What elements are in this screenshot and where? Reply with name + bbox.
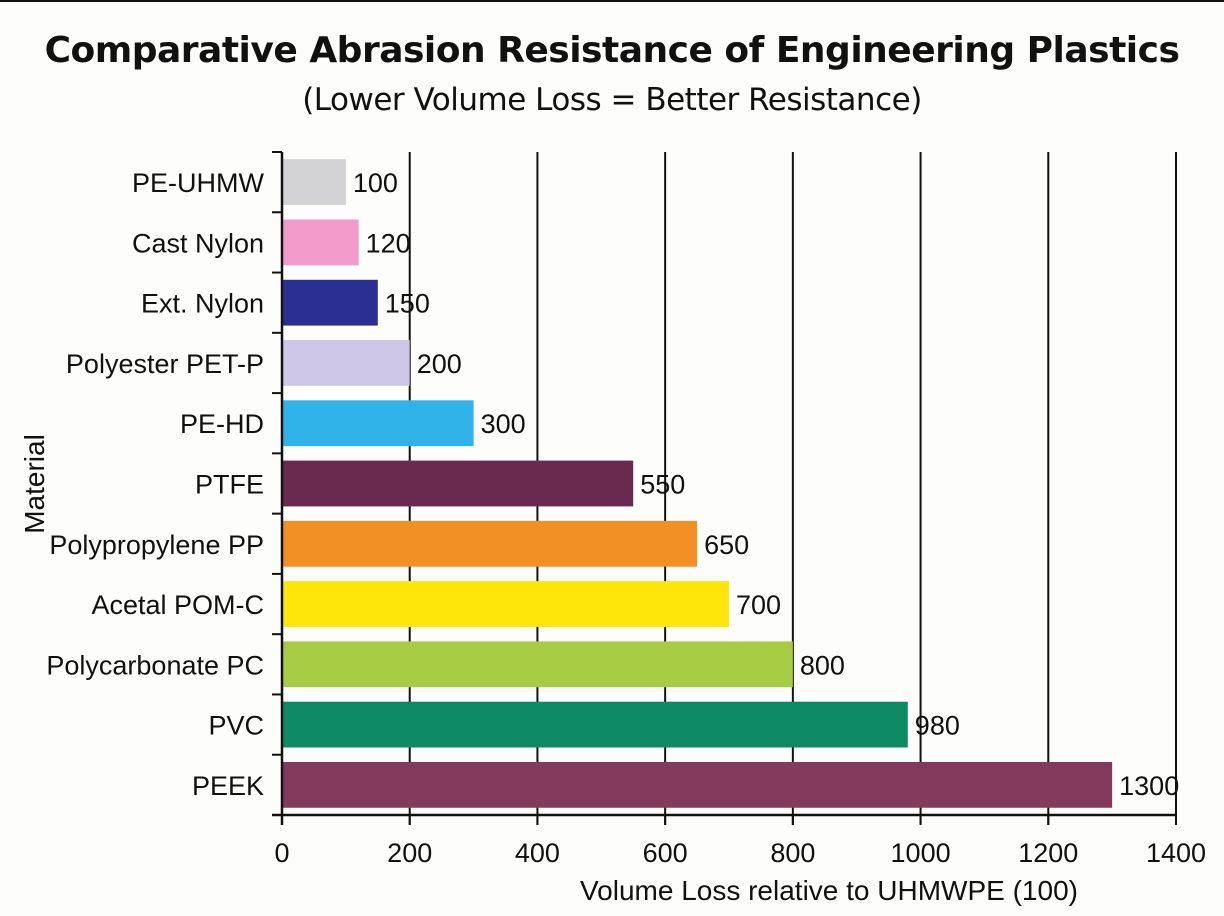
data-label: 120 (366, 228, 411, 258)
bar (282, 279, 378, 326)
x-axis-title: Volume Loss relative to UHMWPE (100) (580, 875, 1078, 906)
x-tick-label: 400 (515, 838, 560, 868)
x-tick-label: 800 (770, 838, 815, 868)
bar (282, 219, 359, 266)
category-label: PEEK (192, 771, 264, 801)
bar (282, 400, 474, 447)
x-tick-label: 1200 (1018, 838, 1078, 868)
data-label: 700 (736, 590, 781, 620)
labels: 100 PE-UHMW 120 Cast Nylon 150 Ext. Nylon 200 P… (19, 168, 1206, 906)
bar (282, 340, 410, 386)
category-label: Polycarbonate PC (46, 650, 264, 680)
data-label: 100 (353, 168, 398, 198)
category-label: Cast Nylon (132, 228, 264, 258)
top-border (0, 0, 1224, 2)
bar (282, 159, 346, 206)
bar (282, 581, 729, 627)
bar (282, 641, 793, 688)
axes (272, 151, 1177, 825)
bars (282, 159, 1113, 808)
y-axis-title: Material (19, 434, 50, 534)
bar (282, 761, 1113, 808)
data-label: 1300 (1119, 771, 1179, 801)
x-tick-label: 1400 (1146, 838, 1206, 868)
category-label: PE-UHMW (132, 168, 264, 198)
bar (282, 701, 908, 748)
data-label: 800 (800, 650, 845, 680)
chart-title: Comparative Abrasion Resistance of Engin… (44, 30, 1180, 71)
category-label: PVC (208, 711, 264, 741)
data-label: 550 (640, 470, 685, 500)
x-tick-label: 0 (274, 838, 289, 868)
x-tick-label: 200 (387, 838, 432, 868)
chart-subtitle: (Lower Volume Loss = Better Resistance) (302, 82, 922, 118)
x-tick-label: 600 (643, 838, 688, 868)
x-tick-label: 1000 (891, 838, 951, 868)
data-label: 200 (417, 349, 462, 379)
category-label: PE-HD (180, 409, 264, 439)
category-label: Acetal POM-C (91, 590, 264, 620)
category-label: Ext. Nylon (141, 289, 264, 319)
category-label: Polypropylene PP (49, 530, 264, 560)
category-label: PTFE (195, 470, 264, 500)
data-label: 650 (704, 530, 749, 560)
bar (282, 520, 698, 567)
data-label: 150 (385, 289, 430, 319)
bar (282, 460, 634, 507)
data-label: 980 (915, 711, 960, 741)
data-label: 300 (481, 409, 526, 439)
category-label: Polyester PET-P (66, 349, 264, 379)
